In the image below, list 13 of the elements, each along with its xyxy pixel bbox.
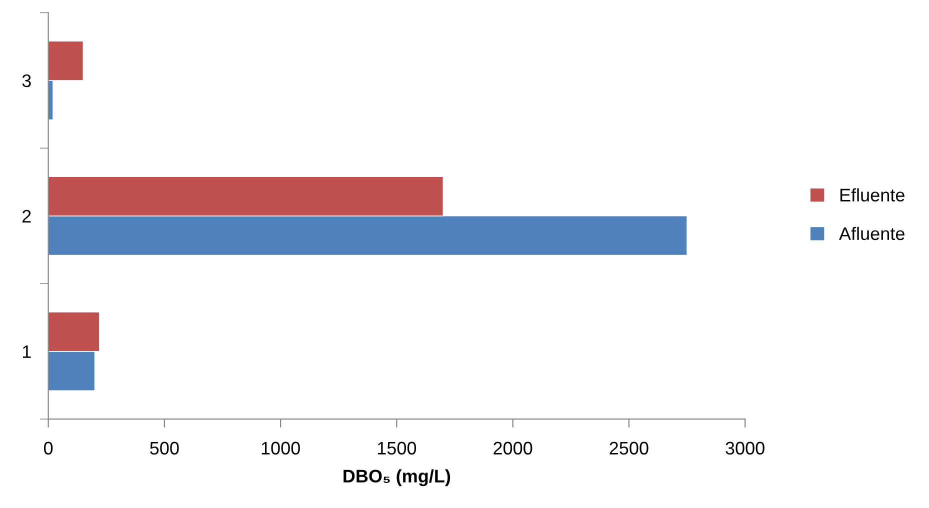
x-tick-label: 0 [44, 442, 53, 455]
x-tick-label: 500 [150, 442, 179, 455]
legend-label: Efluente [840, 188, 904, 202]
x-tick-label: 1000 [262, 442, 300, 455]
x-tick-label: 3000 [726, 442, 764, 455]
y-tick-label: 3 [22, 74, 31, 88]
x-axis-title: DBO₅ (mg/L) [344, 469, 450, 486]
x-tick-label: 2000 [494, 442, 532, 455]
x-tick-label: 2500 [610, 442, 648, 455]
y-tick-label: 2 [22, 210, 31, 222]
y-tick-label: 1 [22, 345, 31, 358]
legend-label: Afluente [839, 226, 904, 240]
x-tick-label: 1500 [378, 442, 416, 455]
